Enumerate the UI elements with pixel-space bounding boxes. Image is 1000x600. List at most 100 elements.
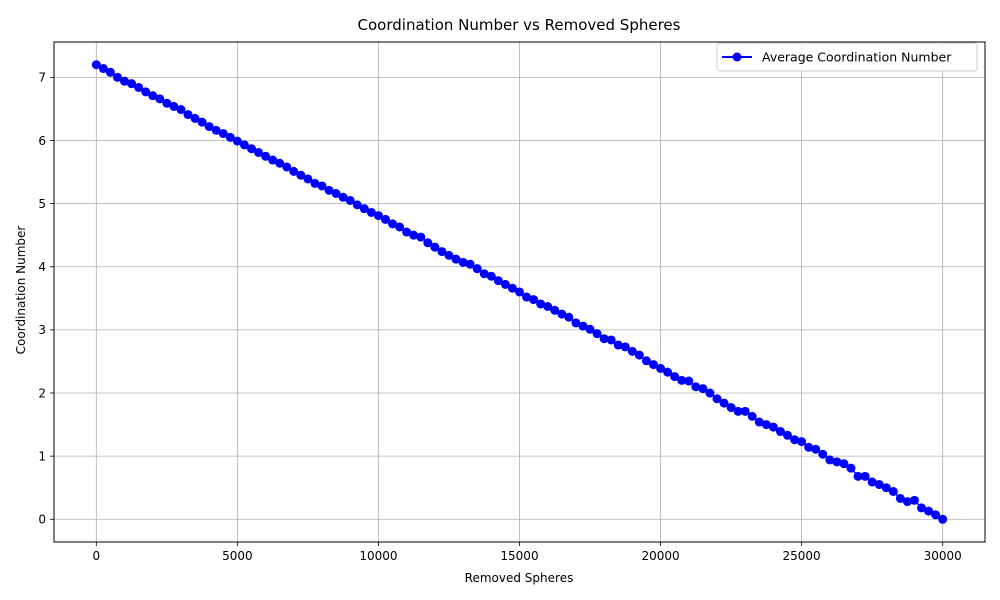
data-point: [895, 493, 905, 503]
data-point: [141, 87, 151, 97]
y-tick-label: 7: [38, 71, 46, 85]
data-point: [860, 471, 870, 481]
x-tick-label: 5000: [222, 549, 253, 563]
data-point: [578, 321, 588, 331]
data-point: [345, 195, 355, 205]
y-tick-label: 2: [38, 386, 46, 400]
data-point: [218, 129, 228, 139]
data-point: [402, 227, 412, 237]
chart-title: Coordination Number vs Removed Spheres: [358, 16, 681, 34]
legend-box: [716, 42, 978, 72]
y-tick-label: 1: [38, 449, 46, 463]
data-point: [529, 295, 539, 305]
data-point: [557, 309, 567, 319]
data-point: [112, 72, 122, 82]
data-point: [719, 398, 729, 408]
data-point: [204, 122, 214, 132]
data-point: [931, 510, 941, 520]
data-point: [176, 105, 186, 115]
data-point: [183, 110, 193, 120]
data-point: [874, 480, 884, 490]
data-point: [599, 334, 609, 344]
data-point: [479, 269, 489, 279]
data-point: [105, 67, 115, 77]
data-point: [91, 60, 101, 70]
data-point: [536, 299, 546, 309]
data-point: [818, 449, 828, 459]
data-point: [465, 259, 475, 269]
data-point: [331, 189, 341, 199]
data-point: [938, 514, 948, 524]
data-point: [423, 238, 433, 248]
data-point: [571, 318, 581, 328]
data-point: [733, 406, 743, 416]
x-tick-label: 20000: [641, 549, 679, 563]
data-point: [649, 360, 659, 370]
data-point: [254, 147, 264, 157]
data-point: [627, 346, 637, 356]
data-point: [472, 264, 482, 274]
plot-frame: [53, 41, 986, 543]
data-point: [155, 94, 165, 104]
axis-ticks: 0 5000 10000 15000 20000 25000 30000 0 1 2 3 4 5 6 7: [38, 71, 961, 563]
data-point: [917, 503, 927, 513]
data-point: [486, 271, 496, 281]
x-axis-label: Removed Spheres: [465, 571, 574, 585]
x-tick-label: 30000: [924, 549, 962, 563]
data-point: [366, 207, 376, 217]
data-point: [282, 162, 292, 172]
y-tick-label: 5: [38, 197, 46, 211]
data-point: [691, 382, 701, 392]
data-point: [606, 335, 616, 345]
data-point: [804, 442, 814, 452]
data-point: [515, 287, 524, 297]
data-point: [543, 302, 553, 312]
data-point: [705, 388, 715, 398]
grid-lines: [54, 42, 985, 542]
data-point: [317, 181, 327, 191]
data-point: [338, 192, 348, 202]
legend-label: Average Coordination Number: [762, 50, 952, 65]
data-point: [768, 422, 778, 432]
data-point: [289, 166, 299, 176]
data-point: [148, 91, 158, 101]
data-point: [839, 459, 849, 469]
data-point: [127, 79, 137, 89]
data-point: [881, 483, 891, 493]
data-point: [888, 486, 898, 496]
data-point: [395, 222, 405, 232]
data-point: [493, 276, 503, 286]
data-series: [91, 60, 948, 524]
data-point: [585, 324, 595, 334]
data-point: [684, 376, 694, 386]
data-point: [416, 232, 426, 242]
x-tick-label: 15000: [500, 549, 538, 563]
data-point: [444, 250, 454, 260]
data-point: [663, 367, 673, 377]
data-point: [564, 312, 574, 322]
x-tick-label: 25000: [783, 549, 821, 563]
data-point: [232, 136, 242, 146]
data-point: [211, 125, 221, 135]
data-point: [98, 64, 108, 74]
data-point: [409, 230, 419, 240]
data-point: [120, 76, 130, 86]
x-tick-label: 10000: [359, 549, 397, 563]
data-point: [656, 363, 666, 373]
data-point: [451, 254, 461, 264]
data-point: [303, 174, 313, 184]
data-point: [500, 279, 510, 289]
data-point: [352, 200, 362, 210]
data-point: [296, 170, 306, 180]
y-tick-label: 4: [38, 260, 46, 274]
y-axis-label: Coordination Number: [14, 226, 28, 355]
data-point: [430, 242, 440, 252]
x-tick-label: 0: [92, 549, 100, 563]
data-point: [239, 140, 249, 150]
data-point: [437, 247, 447, 257]
data-point: [388, 219, 398, 229]
data-point: [811, 444, 821, 454]
data-point: [747, 411, 757, 421]
data-point: [620, 342, 630, 352]
data-point: [783, 430, 793, 440]
